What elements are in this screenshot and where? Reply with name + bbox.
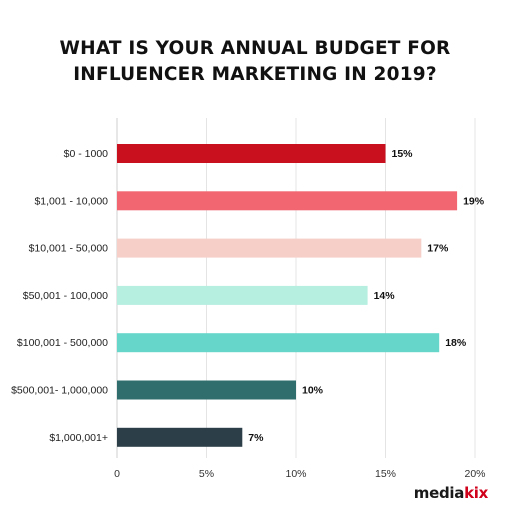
value-label-5: 10% (302, 385, 324, 397)
bar-5 (117, 380, 296, 400)
category-label-3: $50,001 - 100,000 (23, 290, 108, 302)
category-label-6: $1,000,001+ (49, 432, 108, 444)
chart-title: WHAT IS YOUR ANNUAL BUDGET FOR INFLUENCE… (0, 36, 510, 88)
brand-logo-part-1: media (413, 484, 465, 502)
x-tick-label-2: 10% (285, 468, 306, 480)
category-label-4: $100,001 - 500,000 (17, 337, 108, 349)
chart-title-line-1: WHAT IS YOUR ANNUAL BUDGET FOR (59, 38, 451, 59)
bar-0 (117, 144, 386, 163)
value-label-0: 15% (392, 148, 414, 160)
category-label-0: $0 - 1000 (64, 148, 109, 160)
value-label-3: 14% (374, 290, 396, 302)
category-label-5: $500,001- 1,000,000 (11, 385, 108, 397)
brand-logo-part-2: kix (464, 484, 488, 502)
chart-title-line-2: INFLUENCER MARKETING IN 2019? (73, 64, 437, 85)
bar-6 (117, 427, 243, 447)
x-tick-label-1: 5% (199, 468, 214, 480)
x-tick-label-3: 15% (375, 468, 396, 480)
category-label-2: $10,001 - 50,000 (29, 243, 109, 255)
value-label-1: 19% (463, 195, 485, 207)
bar-1 (117, 191, 458, 211)
value-label-2: 17% (427, 243, 449, 255)
value-label-4: 18% (445, 337, 467, 349)
bar-4 (117, 333, 440, 353)
brand-logo: mediakix (413, 484, 489, 502)
x-tick-label-0: 0 (114, 468, 120, 480)
bar-2 (117, 238, 422, 258)
value-label-6: 7% (248, 432, 264, 444)
category-label-1: $1,001 - 10,000 (34, 195, 108, 207)
x-tick-label-4: 20% (464, 468, 485, 480)
bar-3 (117, 285, 368, 305)
